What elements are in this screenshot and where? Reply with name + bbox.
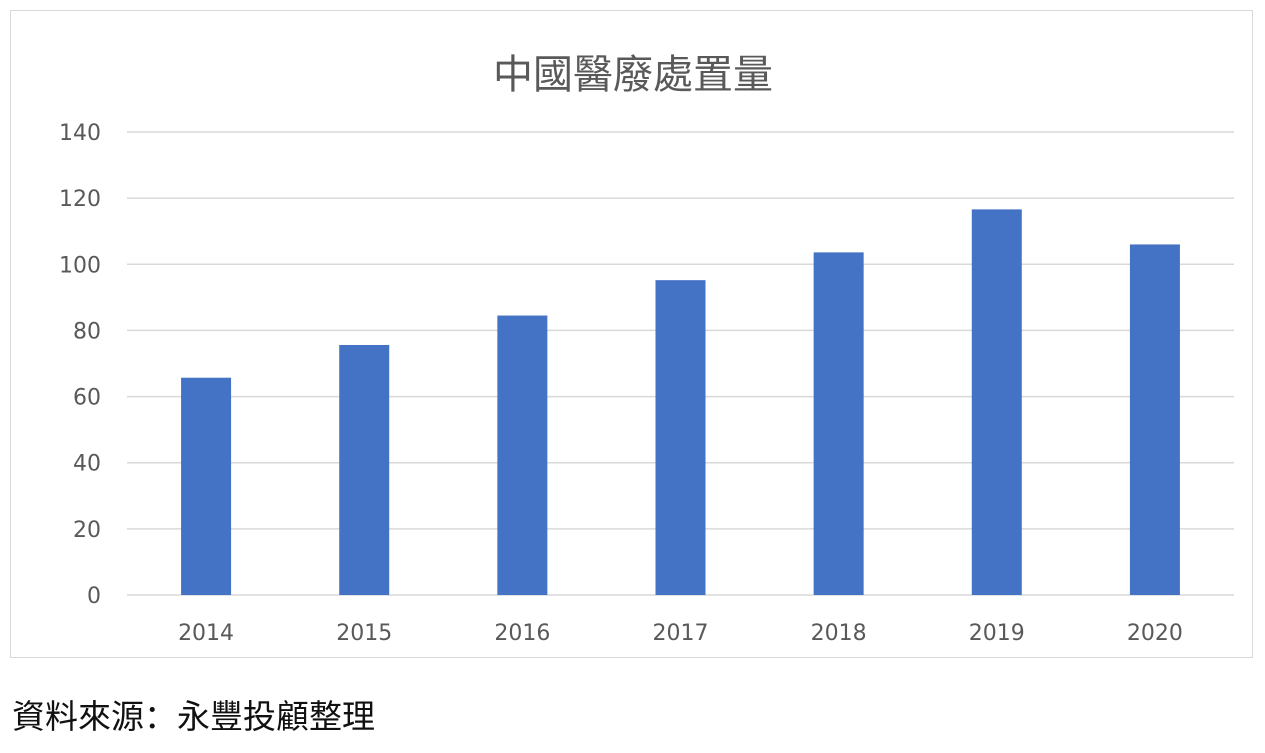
- y-axis-ticks: 0 20 40 60 80 100 120 140: [59, 121, 101, 609]
- bar-2018: [813, 252, 864, 595]
- x-tick-label: 2019: [969, 621, 1025, 646]
- source-note: 資料來源：永豐投顧整理: [12, 697, 375, 736]
- bars: [181, 209, 1180, 595]
- y-tick-label: 60: [73, 386, 101, 411]
- y-tick-label: 100: [59, 253, 101, 278]
- bar-2016: [497, 315, 548, 595]
- x-axis-ticks: 2014 2015 2016 2017 2018 2019 2020: [178, 621, 1183, 646]
- x-tick-label: 2015: [336, 621, 392, 646]
- x-tick-label: 2018: [811, 621, 867, 646]
- x-tick-label: 2020: [1127, 621, 1183, 646]
- y-tick-label: 140: [59, 121, 101, 146]
- bar-2020: [1129, 244, 1180, 595]
- x-tick-label: 2017: [653, 621, 709, 646]
- y-tick-label: 80: [73, 319, 101, 344]
- y-tick-label: 120: [59, 187, 101, 212]
- bar-2019: [971, 209, 1022, 595]
- bar-2014: [181, 377, 232, 595]
- y-tick-label: 40: [73, 452, 101, 477]
- x-tick-label: 2016: [494, 621, 550, 646]
- x-tick-label: 2014: [178, 621, 234, 646]
- bar-2015: [339, 344, 390, 595]
- chart-title: 中國醫廢處置量: [493, 52, 773, 98]
- y-tick-label: 20: [73, 518, 101, 543]
- bar-2017: [655, 280, 706, 595]
- y-tick-label: 0: [87, 584, 101, 609]
